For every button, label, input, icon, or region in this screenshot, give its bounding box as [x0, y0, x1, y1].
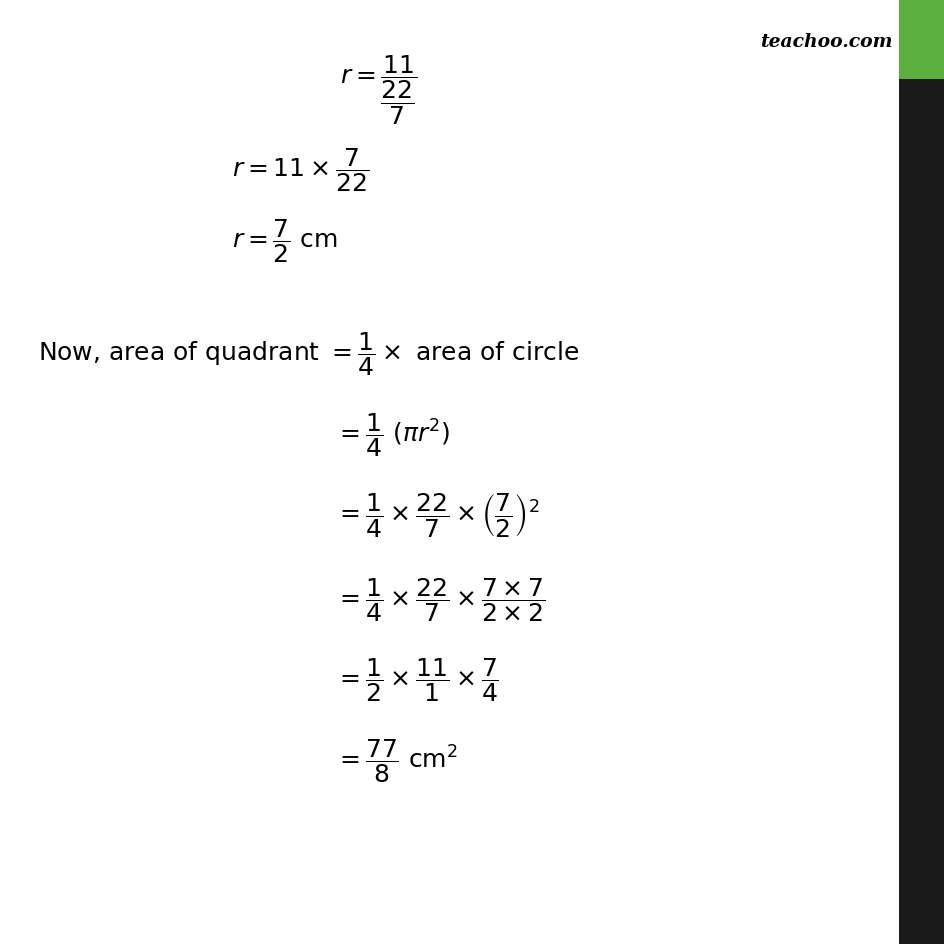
Text: $= \dfrac{1}{4} \times \dfrac{22}{7} \times \dfrac{7 \times 7}{2 \times 2}$: $= \dfrac{1}{4} \times \dfrac{22}{7} \ti…	[335, 576, 546, 623]
Text: teachoo.com: teachoo.com	[760, 33, 892, 51]
Text: Now, area of quadrant $= \dfrac{1}{4} \times$ area of circle: Now, area of quadrant $= \dfrac{1}{4} \t…	[38, 330, 579, 378]
Text: $= \dfrac{1}{4} \times \dfrac{22}{7} \times \left(\dfrac{7}{2}\right)^2$: $= \dfrac{1}{4} \times \dfrac{22}{7} \ti…	[335, 491, 539, 538]
Text: $r = 11 \times \dfrac{7}{22}$: $r = 11 \times \dfrac{7}{22}$	[231, 146, 368, 194]
Text: $= \dfrac{77}{8}$ cm$^2$: $= \dfrac{77}{8}$ cm$^2$	[335, 736, 458, 784]
FancyBboxPatch shape	[898, 80, 944, 944]
Text: $r = \dfrac{7}{2}$ cm: $r = \dfrac{7}{2}$ cm	[231, 217, 337, 264]
FancyBboxPatch shape	[898, 0, 944, 80]
Text: $= \dfrac{1}{2} \times \dfrac{11}{1} \times \dfrac{7}{4}$: $= \dfrac{1}{2} \times \dfrac{11}{1} \ti…	[335, 656, 498, 703]
Text: $r = \dfrac{11}{\dfrac{22}{7}}$: $r = \dfrac{11}{\dfrac{22}{7}}$	[340, 53, 417, 126]
Text: $= \dfrac{1}{4}$ $(\pi r^2)$: $= \dfrac{1}{4}$ $(\pi r^2)$	[335, 411, 450, 458]
